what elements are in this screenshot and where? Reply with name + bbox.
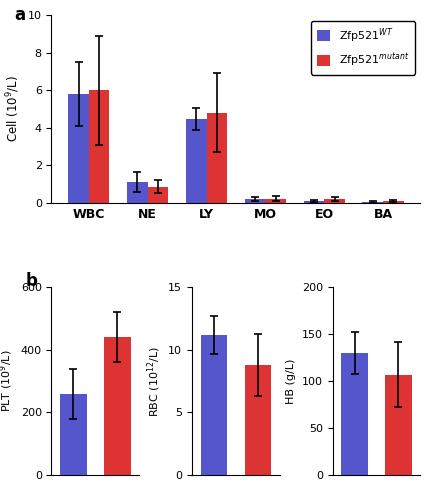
Bar <box>148 187 168 203</box>
Bar <box>383 201 404 203</box>
Bar <box>245 365 271 475</box>
Bar <box>341 353 368 475</box>
Bar <box>324 200 345 203</box>
Bar <box>201 335 227 475</box>
Y-axis label: HB (g/L): HB (g/L) <box>286 358 296 404</box>
Y-axis label: RBC (10$^{12}$/L): RBC (10$^{12}$/L) <box>145 346 163 416</box>
Text: a: a <box>15 6 26 24</box>
Bar <box>60 394 87 475</box>
Text: b: b <box>25 272 37 290</box>
Y-axis label: Cell (10$^9$/L): Cell (10$^9$/L) <box>5 76 22 142</box>
Bar <box>304 201 324 203</box>
Bar <box>206 112 227 203</box>
Bar <box>89 90 109 203</box>
Bar <box>385 374 412 475</box>
Legend: Zfp521$^{WT}$, Zfp521$^{mutant}$: Zfp521$^{WT}$, Zfp521$^{mutant}$ <box>311 20 415 74</box>
Bar <box>127 182 148 203</box>
Y-axis label: PLT (10$^9$/L): PLT (10$^9$/L) <box>0 350 15 412</box>
Bar <box>104 338 130 475</box>
Bar <box>245 200 266 203</box>
Bar <box>266 198 286 203</box>
Bar <box>68 94 89 203</box>
Bar <box>186 119 206 203</box>
Bar <box>363 202 383 203</box>
